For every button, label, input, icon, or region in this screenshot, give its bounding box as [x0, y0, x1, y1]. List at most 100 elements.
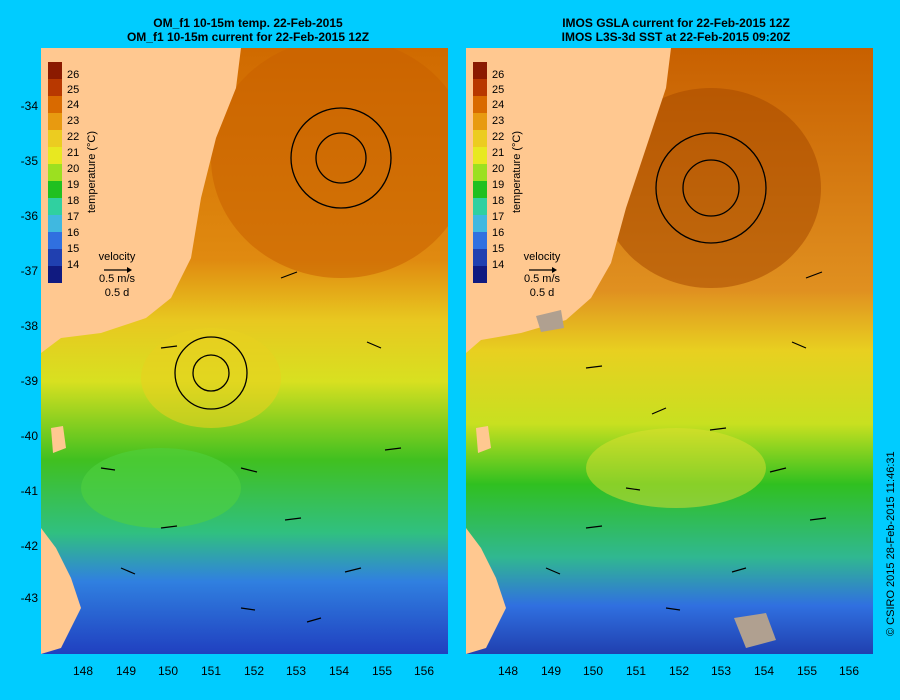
- colorbar-tick: 24: [492, 99, 505, 111]
- colorbar-tick: 21: [492, 147, 505, 159]
- colorbar-swatch: [473, 215, 487, 232]
- colorbar-swatch: [473, 232, 487, 249]
- colorbar-swatch: [473, 164, 487, 181]
- left-panel-title: OM_f1 10-15m temp. 22-Feb-2015 OM_f1 10-…: [38, 16, 458, 44]
- colorbar-tick: 15: [492, 243, 505, 255]
- left-colorbar: [48, 62, 62, 283]
- colorbar-tick: 18: [67, 195, 80, 207]
- colorbar-tick: 18: [492, 195, 505, 207]
- colorbar-tick: 23: [492, 115, 505, 127]
- colorbar-swatch: [48, 164, 62, 181]
- x-label: 148: [72, 664, 94, 678]
- colorbar-swatch: [473, 198, 487, 215]
- x-label: 150: [582, 664, 604, 678]
- colorbar-swatch: [473, 249, 487, 266]
- x-label: 151: [625, 664, 647, 678]
- colorbar-swatch: [48, 249, 62, 266]
- left-title-line1: OM_f1 10-15m temp. 22-Feb-2015: [153, 16, 343, 30]
- x-label: 152: [243, 664, 265, 678]
- y-label: -37: [20, 264, 38, 278]
- left-title-line2: OM_f1 10-15m current for 22-Feb-2015 12Z: [126, 30, 370, 44]
- colorbar-tick: 26: [492, 69, 505, 81]
- left-colorbar-title: temperature (°C): [86, 130, 98, 213]
- left-map-panel: 26 25 24 23 22 21 20 19 18 17 16 15 14 t…: [41, 48, 448, 654]
- y-label: -38: [20, 319, 38, 333]
- x-label: 149: [115, 664, 137, 678]
- colorbar-swatch: [48, 113, 62, 130]
- colorbar-tick: 16: [492, 227, 505, 239]
- x-label: 151: [200, 664, 222, 678]
- velocity-title: velocity: [98, 251, 136, 263]
- colorbar-swatch: [473, 96, 487, 113]
- x-label: 156: [413, 664, 435, 678]
- colorbar-tick: 21: [67, 147, 80, 159]
- colorbar-swatch: [48, 147, 62, 164]
- colorbar-tick: 23: [67, 115, 80, 127]
- y-label: -34: [20, 99, 38, 113]
- x-label: 155: [796, 664, 818, 678]
- colorbar-tick: 14: [67, 259, 80, 271]
- y-label: -41: [20, 484, 38, 498]
- x-label: 153: [285, 664, 307, 678]
- colorbar-tick: 20: [67, 163, 80, 175]
- right-title-line2: IMOS L3S-3d SST at 22-Feb-2015 09:20Z: [561, 30, 791, 44]
- colorbar-swatch: [48, 198, 62, 215]
- right-title-line1: IMOS GSLA current for 22-Feb-2015 12Z: [562, 16, 790, 30]
- colorbar-swatch: [473, 130, 487, 147]
- colorbar-swatch: [473, 266, 487, 283]
- right-map-panel: 26 25 24 23 22 21 20 19 18 17 16 15 14 t…: [466, 48, 873, 654]
- y-label: -43: [20, 591, 38, 605]
- colorbar-tick: 26: [67, 69, 80, 81]
- right-panel-title: IMOS GSLA current for 22-Feb-2015 12Z IM…: [466, 16, 886, 44]
- x-label: 150: [157, 664, 179, 678]
- colorbar-tick: 20: [492, 163, 505, 175]
- left-sst-map: [41, 48, 448, 654]
- colorbar-tick: 17: [492, 211, 505, 223]
- x-label: 154: [753, 664, 775, 678]
- colorbar-tick: 24: [67, 99, 80, 111]
- velocity-title: velocity: [523, 251, 561, 263]
- colorbar-swatch: [473, 79, 487, 96]
- velocity-arrow-icon: [529, 267, 557, 273]
- colorbar-swatch: [48, 232, 62, 249]
- colorbar-swatch: [473, 62, 487, 79]
- colorbar-swatch: [48, 130, 62, 147]
- colorbar-tick: 15: [67, 243, 80, 255]
- velocity-speed: 0.5 m/s: [523, 273, 561, 285]
- x-label: 156: [838, 664, 860, 678]
- colorbar-swatch: [48, 266, 62, 283]
- y-label: -35: [20, 154, 38, 168]
- right-colorbar: [473, 62, 487, 283]
- colorbar-tick: 17: [67, 211, 80, 223]
- colorbar-tick: 22: [67, 131, 80, 143]
- y-label: -42: [20, 539, 38, 553]
- velocity-arrow-icon: [104, 267, 132, 273]
- x-label: 149: [540, 664, 562, 678]
- colorbar-swatch: [473, 181, 487, 198]
- credit-text: © CSIRO 2015 28-Feb-2015 11:46:31: [885, 451, 897, 636]
- colorbar-swatch: [48, 96, 62, 113]
- colorbar-tick: 25: [67, 84, 80, 96]
- colorbar-tick: 16: [67, 227, 80, 239]
- colorbar-swatch: [473, 147, 487, 164]
- velocity-time: 0.5 d: [529, 287, 555, 299]
- colorbar-tick: 22: [492, 131, 505, 143]
- x-label: 152: [668, 664, 690, 678]
- x-label: 155: [371, 664, 393, 678]
- x-label: 148: [497, 664, 519, 678]
- colorbar-tick: 14: [492, 259, 505, 271]
- x-label: 153: [710, 664, 732, 678]
- y-label: -36: [20, 209, 38, 223]
- colorbar-swatch: [48, 62, 62, 79]
- colorbar-swatch: [473, 113, 487, 130]
- colorbar-swatch: [48, 79, 62, 96]
- colorbar-tick: 25: [492, 84, 505, 96]
- colorbar-swatch: [48, 181, 62, 198]
- colorbar-swatch: [48, 215, 62, 232]
- colorbar-tick: 19: [67, 179, 80, 191]
- y-label: -39: [20, 374, 38, 388]
- colorbar-tick: 19: [492, 179, 505, 191]
- right-sst-map: [466, 48, 873, 654]
- x-label: 154: [328, 664, 350, 678]
- right-colorbar-title: temperature (°C): [511, 130, 523, 213]
